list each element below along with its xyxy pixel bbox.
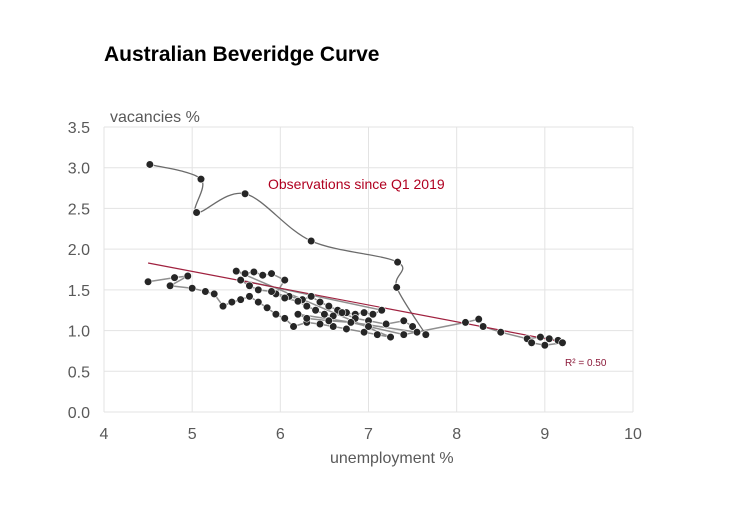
historical-point: [382, 319, 391, 329]
historical-point: [359, 328, 369, 337]
recent-point: [196, 175, 206, 184]
historical-point: [210, 289, 219, 299]
recent-point: [307, 236, 316, 246]
historical-point: [536, 332, 545, 342]
historical-point: [558, 338, 567, 347]
historical-point: [474, 315, 483, 324]
historical-point: [143, 277, 153, 286]
x-tick-label: 4: [100, 426, 109, 443]
x-tick-label: 6: [276, 426, 285, 443]
annotation-observations: Observations since Q1 2019: [268, 176, 445, 192]
historical-point: [280, 275, 289, 285]
historical-point: [227, 297, 236, 307]
historical-point: [254, 285, 263, 294]
y-tick-label: 1.5: [68, 283, 90, 300]
historical-point: [289, 322, 298, 331]
recent-series-line: [149, 163, 427, 335]
historical-point: [245, 292, 254, 301]
y-tick-label: 2.5: [68, 201, 90, 218]
historical-point: [302, 302, 311, 311]
y-tick-label: 0.5: [68, 364, 90, 381]
historical-point: [359, 308, 369, 317]
historical-point: [320, 310, 329, 319]
historical-point: [280, 293, 289, 303]
chart-title: Australian Beveridge Curve: [104, 43, 379, 66]
historical-point: [170, 273, 179, 282]
historical-point: [408, 322, 417, 331]
historical-point: [496, 328, 505, 337]
x-axis-ticks: 4 5 6 7 8 9 10: [100, 426, 642, 443]
historical-point: [377, 306, 386, 315]
recent-point: [192, 208, 201, 217]
x-tick-label: 5: [188, 426, 197, 443]
historical-point: [263, 303, 272, 312]
historical-point: [337, 308, 347, 317]
historical-point: [280, 314, 289, 323]
historical-point: [324, 302, 333, 311]
x-tick-label: 10: [624, 426, 642, 443]
historical-point: [479, 322, 488, 331]
x-tick-label: 9: [540, 426, 549, 443]
historical-point: [540, 341, 549, 350]
historical-point: [201, 287, 210, 296]
trendline: [147, 262, 563, 343]
historical-point: [245, 281, 254, 290]
recent-point: [393, 258, 402, 267]
y-tick-label: 3.0: [68, 161, 90, 178]
historical-point: [399, 330, 408, 339]
historical-point: [461, 318, 470, 327]
recent-point: [145, 160, 154, 169]
y-tick-label: 0.0: [68, 405, 90, 422]
historical-point: [271, 310, 281, 319]
recent-point: [392, 283, 401, 292]
y-tick-label: 2.0: [68, 242, 90, 259]
y-tick-label: 1.0: [68, 324, 90, 341]
historical-point: [254, 297, 263, 307]
historical-point: [364, 322, 373, 331]
x-axis-label: unemployment %: [330, 450, 454, 467]
historical-point: [315, 297, 325, 307]
data-points: [143, 160, 567, 350]
y-axis-label: vacancies %: [110, 109, 200, 126]
historical-point: [183, 271, 192, 281]
historical-point: [249, 267, 258, 277]
historical-point: [188, 284, 197, 293]
historical-point: [315, 319, 325, 329]
recent-point: [240, 189, 250, 198]
historical-point: [329, 322, 338, 331]
historical-point: [258, 271, 267, 280]
historical-point: [342, 324, 351, 334]
x-tick-label: 7: [364, 426, 373, 443]
historical-point: [527, 338, 536, 347]
recent-point: [421, 330, 430, 339]
historical-point: [368, 310, 378, 319]
historical-point: [236, 295, 245, 304]
historical-point: [267, 269, 276, 278]
historical-point: [166, 281, 175, 290]
x-tick-label: 8: [452, 426, 461, 443]
historical-point: [293, 310, 303, 319]
r-squared-label: R² = 0.50: [565, 358, 607, 369]
historical-point: [232, 267, 241, 276]
historical-point: [412, 328, 422, 337]
historical-point: [373, 330, 382, 339]
gridlines: [103, 126, 634, 413]
historical-point: [307, 292, 316, 301]
historical-point: [236, 275, 245, 285]
historical-point: [324, 316, 333, 325]
historical-point: [399, 316, 408, 325]
historical-point: [302, 314, 311, 323]
historical-point: [346, 318, 355, 327]
historical-point: [240, 269, 250, 278]
historical-point: [267, 287, 276, 296]
historical-point: [545, 334, 554, 343]
historical-point: [311, 306, 320, 315]
y-axis-ticks: 0.0 0.5 1.0 1.5 2.0 2.5 3.0 3.5: [68, 120, 90, 422]
historical-point: [218, 302, 228, 311]
historical-point: [293, 297, 303, 306]
historical-point: [386, 332, 395, 342]
y-tick-label: 3.5: [68, 120, 90, 137]
